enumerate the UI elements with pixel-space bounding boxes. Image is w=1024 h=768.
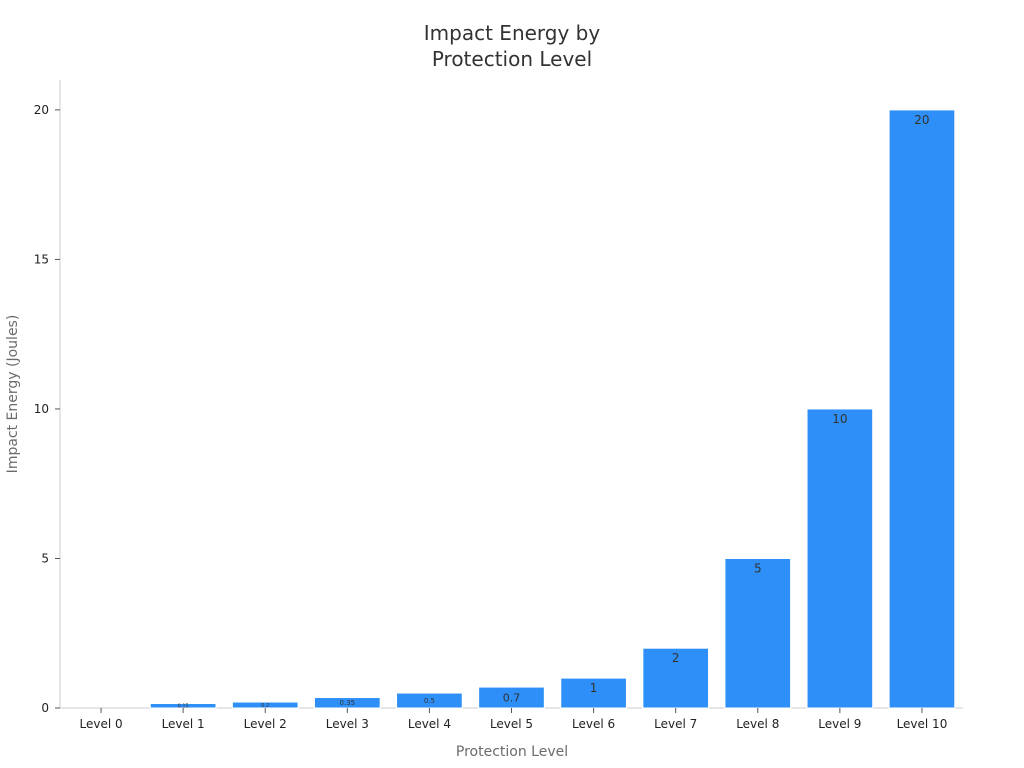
y-tick-label: 10	[34, 402, 49, 416]
x-axis-title: Protection Level	[456, 744, 568, 760]
y-tick-label: 15	[34, 252, 49, 266]
x-tick-label: Level 6	[572, 717, 615, 731]
y-tick-label: 0	[41, 701, 49, 715]
x-tick-label: Level 8	[736, 717, 779, 731]
x-tick-label: Level 4	[408, 717, 451, 731]
y-tick-label: 5	[41, 551, 49, 565]
x-tick-label: Level 9	[818, 717, 861, 731]
x-tick-label: Level 1	[162, 717, 205, 731]
data-label-level-3: 0.35	[340, 699, 356, 707]
bar-level-6	[560, 677, 627, 709]
x-tick-label: Level 5	[490, 717, 533, 731]
chart-title-line-2: Protection Level	[432, 47, 592, 71]
y-tick-label: 20	[34, 103, 49, 117]
data-label-level-8: 5	[754, 561, 762, 575]
bar-level-9	[806, 408, 874, 709]
data-label-level-4: 0.5	[424, 697, 435, 705]
data-label-level-10: 20	[914, 113, 929, 127]
y-ticks-group: 0 5 10 15 20	[34, 103, 60, 715]
chart-title-line-1: Impact Energy by	[424, 21, 601, 45]
bar-level-10	[888, 109, 956, 709]
y-axis-title: Impact Energy (Joules)	[5, 315, 21, 474]
x-tick-label: Level 3	[326, 717, 369, 731]
x-tick-label: Level 0	[79, 717, 122, 731]
data-label-level-7: 2	[672, 651, 680, 665]
data-labels-group: 0.15 0.2 0.35 0.5 0.7 1 2 5 10 20	[178, 113, 930, 710]
data-label-level-2: 0.2	[261, 703, 269, 709]
data-label-level-1: 0.15	[178, 704, 189, 710]
bars-group	[149, 109, 956, 709]
data-label-level-5: 0.7	[503, 691, 521, 704]
x-tick-label: Level 10	[897, 717, 948, 731]
x-tick-label: Level 2	[244, 717, 287, 731]
bar-level-8	[724, 557, 792, 709]
data-label-level-9: 10	[832, 412, 847, 426]
x-tick-label: Level 7	[654, 717, 697, 731]
x-ticks-group: Level 0 Level 1 Level 2 Level 3 Level 4 Level…	[79, 708, 947, 731]
data-label-level-6: 1	[590, 681, 598, 695]
